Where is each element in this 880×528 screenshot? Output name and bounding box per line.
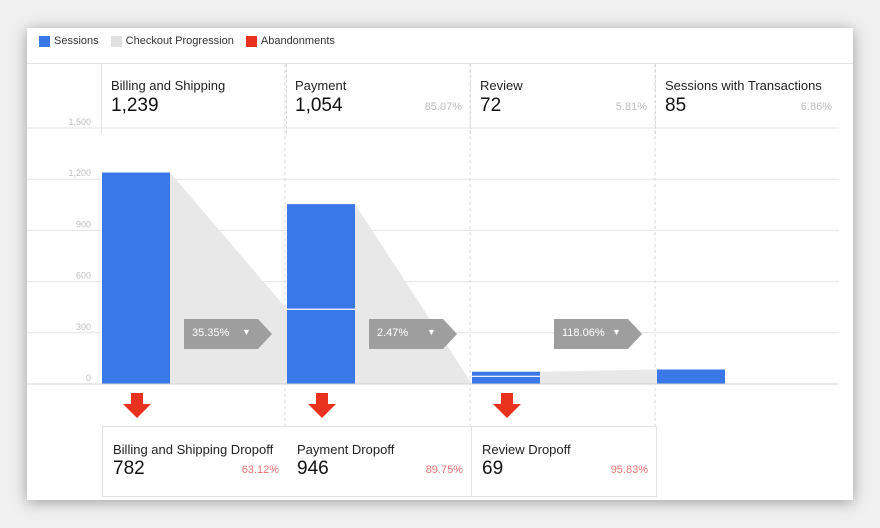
stage-name: Billing and Shipping — [111, 78, 226, 93]
dropoff-value: 946 — [297, 458, 329, 479]
legend-item-abandonments[interactable]: Abandonments — [245, 35, 335, 47]
caret-down-icon[interactable]: ▼ — [427, 327, 436, 337]
conversion-rate: 118.06% — [562, 327, 605, 339]
stage-pct: 6.86% — [800, 101, 832, 113]
conversion-badge-payment[interactable]: 2.47% ▼ — [369, 319, 457, 349]
dropoff-pct: 63.12% — [241, 464, 279, 476]
conversion-rate: 35.35% — [192, 327, 230, 339]
y-tick-label: 300 — [76, 322, 91, 332]
sessions-bar — [102, 172, 170, 384]
legend-item-sessions[interactable]: Sessions — [39, 35, 99, 47]
stage-value: 1,054 — [295, 95, 343, 116]
legend: Sessions Checkout Progression Abandonmen… — [39, 35, 335, 47]
stage-value: 85 — [665, 95, 687, 116]
stage-header-transactions: Sessions with Transactions 85 6.86% — [656, 64, 840, 134]
stage-name: Payment — [295, 78, 347, 93]
funnel-card: Sessions Checkout Progression Abandonmen… — [27, 28, 853, 500]
abandonment-arrow-icon — [123, 393, 151, 418]
progression-area — [170, 172, 287, 384]
legend-swatch-progression — [110, 35, 122, 47]
badge-shape — [554, 319, 642, 349]
y-tick-label: 0 — [86, 373, 91, 383]
legend-label-abandonments: Abandonments — [260, 35, 335, 47]
stage-name: Sessions with Transactions — [665, 78, 822, 93]
dropoff-value: 69 — [482, 458, 504, 479]
dropoff-pct: 95.83% — [610, 464, 648, 476]
legend-label-sessions: Sessions — [54, 35, 99, 47]
stage-header-payment: Payment 1,054 85.07% — [286, 64, 471, 134]
legend-swatch-sessions — [39, 35, 50, 47]
stage-pct: 85.07% — [424, 101, 462, 113]
abandonment-arrow-icon — [493, 393, 521, 418]
dropoff-value: 782 — [113, 458, 145, 479]
badge-shape — [369, 319, 457, 349]
stage-header-review: Review 72 5.81% — [471, 64, 656, 134]
dropoff-billing[interactable]: Billing and Shipping Dropoff 782 63.12% — [102, 426, 288, 497]
stage-value: 1,239 — [111, 95, 159, 116]
stage-pct: 5.81% — [615, 101, 647, 113]
badge-shape — [184, 319, 272, 349]
progression-area — [540, 369, 657, 384]
dropoff-payment[interactable]: Payment Dropoff 946 89.75% — [287, 426, 472, 497]
conversion-badge-billing[interactable]: 35.35% ▼ — [184, 319, 272, 349]
stage-value: 72 — [480, 95, 502, 116]
y-tick-label: 600 — [76, 271, 91, 281]
dropoff-review[interactable]: Review Dropoff 69 95.83% — [472, 426, 657, 497]
caret-down-icon[interactable]: ▼ — [612, 327, 621, 337]
dropoff-name: Payment Dropoff — [297, 442, 395, 457]
legend-label-progression: Checkout Progression — [125, 35, 234, 47]
top-divider — [27, 63, 853, 64]
stage-name: Review — [480, 78, 523, 93]
progression-area — [355, 204, 472, 384]
sessions-bar — [287, 204, 355, 384]
dropoff-pct: 89.75% — [425, 464, 463, 476]
sessions-bar — [657, 369, 725, 384]
stage-header-billing: Billing and Shipping 1,239 — [101, 64, 287, 134]
conversion-badge-review[interactable]: 118.06% ▼ — [554, 319, 642, 349]
dropoff-name: Review Dropoff — [482, 442, 571, 457]
dropoff-name: Billing and Shipping Dropoff — [113, 442, 274, 457]
legend-swatch-abandonments — [245, 35, 257, 47]
sessions-bar — [472, 371, 540, 384]
y-tick-label: 1,200 — [68, 168, 91, 178]
abandonment-arrow-icon — [308, 393, 336, 418]
y-tick-label: 900 — [76, 219, 91, 229]
caret-down-icon[interactable]: ▼ — [242, 327, 251, 337]
y-tick-label: 1,500 — [68, 117, 91, 127]
legend-item-progression[interactable]: Checkout Progression — [110, 35, 234, 47]
conversion-rate: 2.47% — [377, 327, 409, 339]
